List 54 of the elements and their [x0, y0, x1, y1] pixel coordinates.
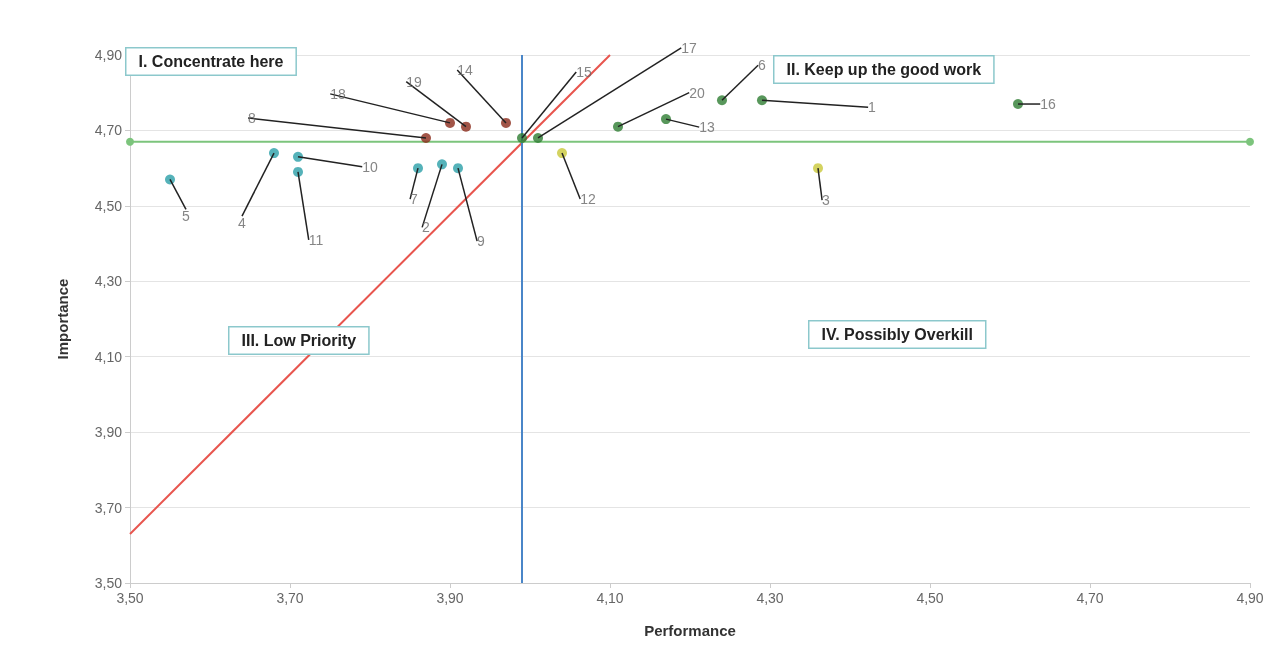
y-axis-title: Importance [54, 278, 71, 360]
annotation: 13 [699, 119, 715, 136]
annotation: 20 [689, 84, 705, 101]
y-tick-label: 3,70 [94, 499, 123, 516]
x-tick-label: 3,70 [276, 590, 304, 606]
annotation: 5 [182, 208, 191, 225]
annotation: 15 [576, 63, 592, 80]
point [165, 174, 175, 185]
point [293, 166, 303, 177]
point [517, 132, 527, 143]
y-tick-label: 4,10 [94, 348, 123, 365]
x-axis-title: Performance [644, 622, 736, 639]
annotation: IV. Possibly Overkill [821, 326, 973, 343]
x-tick-label: 4,10 [596, 590, 624, 606]
point [1246, 137, 1254, 146]
annotation: 6 [758, 57, 767, 74]
point [757, 95, 767, 106]
annotation: 19 [406, 73, 422, 90]
y-tick-label: 4,90 [94, 47, 123, 63]
annotation: 9 [477, 233, 486, 250]
y-tick-label: 3,90 [94, 424, 123, 441]
point [126, 137, 134, 146]
annotation: 14 [457, 61, 473, 78]
x-tick-label: 3,50 [116, 590, 144, 606]
annotation: I. Concentrate here [138, 53, 284, 70]
x-tick-label: 4,30 [756, 590, 784, 606]
annotation: II. Keep up the good work [786, 61, 982, 78]
annotation: 11 [308, 231, 324, 248]
annotation: 16 [1040, 96, 1056, 113]
point [501, 117, 511, 128]
annotation: 7 [410, 191, 419, 208]
y-tick-label: 3,50 [94, 575, 123, 591]
point [613, 121, 623, 132]
y-tick-label: 4,50 [94, 197, 123, 214]
annotation: 4 [238, 215, 247, 232]
x-tick-label: 3,90 [436, 590, 464, 606]
annotation: 3 [822, 192, 831, 209]
point [437, 159, 447, 170]
y-tick-label: 4,30 [94, 273, 123, 290]
annotation: 1 [868, 99, 877, 116]
annotation: III. Low Priority [241, 332, 357, 349]
x-tick-label: 4,90 [1236, 590, 1264, 606]
y-tick-label: 4,70 [94, 122, 123, 139]
annotation: 2 [422, 219, 431, 236]
annotation: 10 [362, 158, 378, 175]
point [557, 148, 567, 159]
annotation: 12 [580, 191, 596, 208]
x-tick-label: 4,70 [1076, 590, 1104, 606]
x-tick-label: 4,50 [916, 590, 944, 606]
point [461, 121, 471, 132]
point [421, 132, 431, 143]
point [813, 163, 823, 174]
point [717, 95, 727, 106]
annotation: 17 [681, 39, 697, 56]
